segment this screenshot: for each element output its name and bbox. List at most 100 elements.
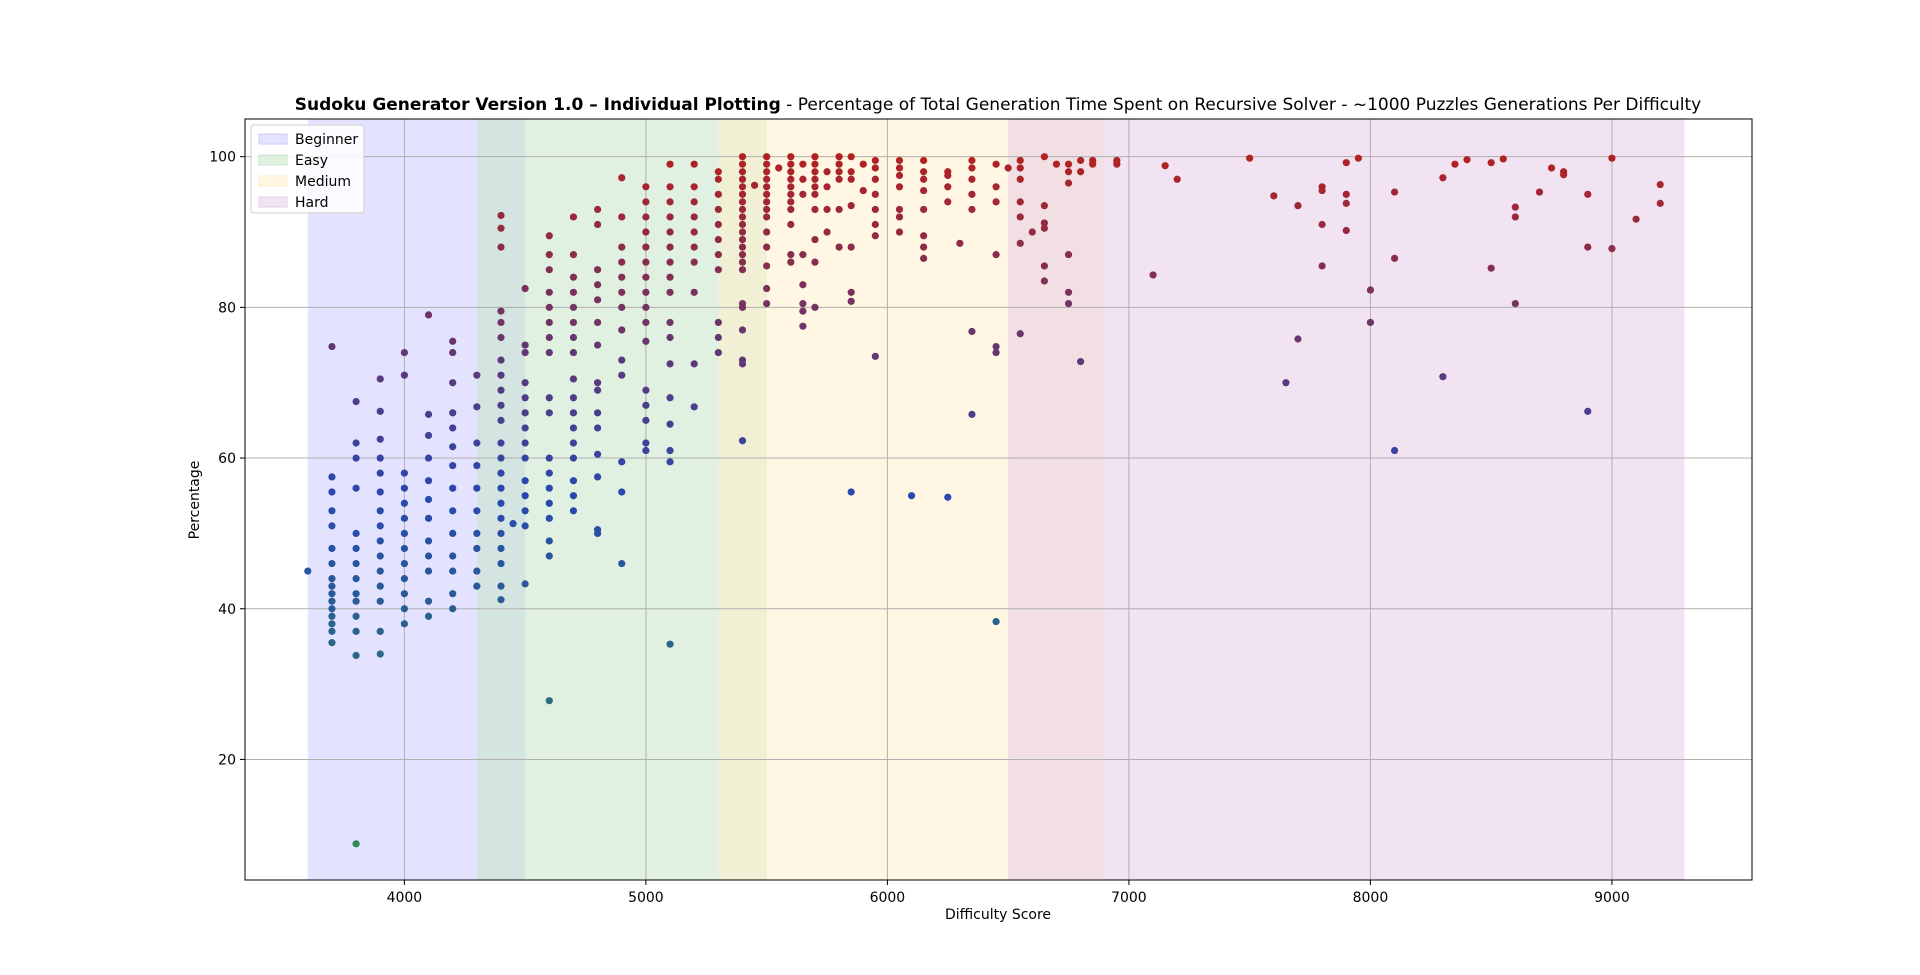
data-point bbox=[400, 484, 408, 492]
data-point bbox=[992, 348, 1000, 357]
data-point bbox=[449, 379, 457, 387]
data-point bbox=[497, 544, 505, 553]
data-point bbox=[497, 243, 505, 251]
data-point bbox=[811, 160, 819, 168]
data-point bbox=[328, 612, 336, 620]
data-point bbox=[750, 181, 759, 189]
data-points bbox=[304, 153, 1664, 848]
data-point bbox=[968, 164, 976, 172]
data-point bbox=[763, 243, 771, 251]
data-point bbox=[328, 639, 336, 647]
data-point bbox=[920, 186, 928, 195]
data-point bbox=[1342, 199, 1350, 207]
data-point bbox=[400, 620, 408, 628]
data-point bbox=[1318, 186, 1326, 195]
data-point bbox=[400, 469, 408, 477]
data-point bbox=[497, 211, 505, 220]
data-point bbox=[569, 318, 578, 327]
data-point bbox=[521, 424, 529, 432]
data-point bbox=[400, 514, 408, 522]
data-point bbox=[593, 281, 602, 289]
data-point bbox=[895, 171, 904, 180]
data-point bbox=[847, 175, 855, 183]
data-point bbox=[618, 258, 626, 266]
data-point bbox=[787, 220, 795, 229]
data-point bbox=[1390, 254, 1399, 262]
data-point bbox=[473, 544, 481, 553]
data-point bbox=[871, 232, 879, 240]
data-point bbox=[376, 537, 384, 545]
data-point bbox=[1040, 219, 1048, 227]
data-point bbox=[763, 160, 771, 168]
data-point bbox=[992, 160, 1000, 168]
data-point bbox=[690, 360, 698, 368]
y-tick-label: 80 bbox=[218, 300, 236, 316]
data-point bbox=[642, 288, 650, 296]
data-point bbox=[449, 552, 457, 560]
data-point bbox=[823, 168, 831, 176]
data-point bbox=[593, 450, 602, 458]
data-point bbox=[1632, 215, 1640, 223]
data-point bbox=[618, 488, 626, 496]
x-tick-label: 6000 bbox=[870, 890, 906, 906]
data-point bbox=[956, 239, 964, 247]
data-point bbox=[449, 507, 457, 515]
legend-swatch bbox=[258, 175, 288, 187]
data-point bbox=[738, 303, 747, 311]
y-tick-label: 40 bbox=[218, 602, 236, 618]
data-point bbox=[811, 205, 819, 214]
data-point bbox=[449, 461, 457, 470]
data-point bbox=[497, 454, 505, 462]
data-point bbox=[1077, 156, 1085, 165]
data-point bbox=[618, 559, 626, 568]
data-point bbox=[871, 220, 879, 229]
data-point bbox=[497, 559, 505, 568]
data-point bbox=[871, 164, 879, 172]
data-point bbox=[666, 228, 674, 236]
data-point bbox=[545, 303, 553, 311]
data-point bbox=[449, 484, 457, 492]
data-point bbox=[714, 251, 722, 259]
data-point bbox=[1439, 174, 1447, 182]
data-point bbox=[497, 582, 505, 590]
data-point bbox=[473, 461, 481, 470]
data-point bbox=[811, 303, 819, 311]
x-axis-ticks: 4000 5000 6000 7000 8000 9000 bbox=[387, 880, 1630, 906]
data-point bbox=[352, 575, 360, 583]
data-point bbox=[895, 228, 904, 236]
plot-frame bbox=[244, 118, 1753, 881]
data-point bbox=[618, 326, 626, 334]
data-point bbox=[642, 386, 650, 394]
data-point bbox=[545, 333, 553, 342]
data-point bbox=[497, 439, 505, 447]
data-point bbox=[328, 522, 336, 530]
data-point bbox=[328, 597, 336, 605]
data-point bbox=[859, 160, 867, 168]
data-point bbox=[968, 175, 976, 183]
data-point bbox=[738, 228, 747, 236]
data-point bbox=[763, 213, 771, 221]
data-point bbox=[738, 243, 747, 251]
data-point bbox=[545, 537, 553, 545]
data-point bbox=[593, 379, 602, 387]
data-point bbox=[763, 175, 771, 183]
data-point bbox=[871, 156, 879, 165]
data-point bbox=[1342, 190, 1350, 198]
data-point bbox=[1052, 160, 1061, 168]
x-tick-label: 7000 bbox=[1111, 890, 1147, 906]
data-point bbox=[1016, 330, 1024, 338]
data-point bbox=[569, 394, 578, 402]
data-point bbox=[920, 156, 928, 165]
legend-label: Easy bbox=[295, 153, 328, 169]
data-point bbox=[618, 371, 626, 379]
data-point bbox=[497, 499, 505, 507]
data-point bbox=[920, 243, 928, 251]
data-point bbox=[593, 529, 602, 538]
data-point bbox=[618, 174, 626, 182]
data-point bbox=[738, 168, 747, 176]
chart-title: Sudoku Generator Version 1.0 – Individua… bbox=[295, 95, 1701, 115]
data-point bbox=[424, 612, 433, 620]
data-point bbox=[738, 437, 747, 445]
data-point bbox=[521, 394, 529, 402]
data-point bbox=[763, 198, 771, 206]
